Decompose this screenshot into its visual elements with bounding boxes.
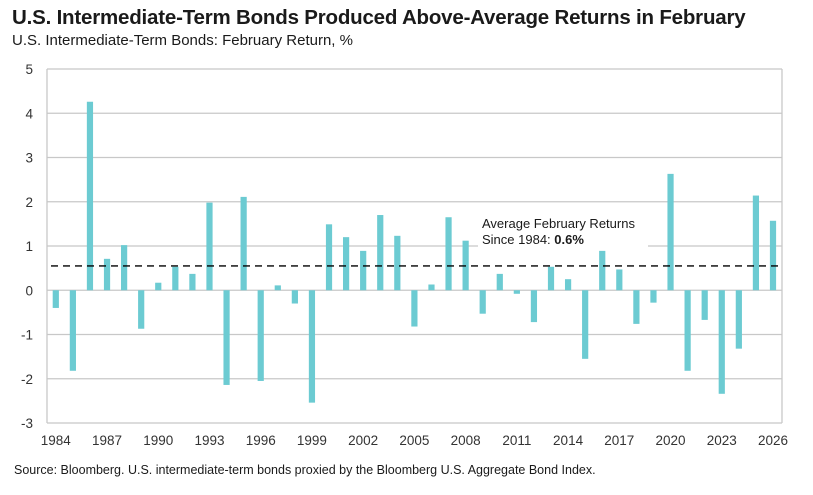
bar-2017	[616, 269, 623, 291]
bar-1985	[69, 290, 76, 371]
bar-2015	[582, 290, 589, 359]
bar-1992	[189, 273, 196, 291]
y-tick-label: -1	[21, 328, 33, 343]
bar-2021	[684, 290, 691, 371]
average-annotation: Average February Returns Since 1984: 0.6…	[478, 212, 648, 248]
bar-2022	[701, 290, 708, 320]
bar-2013	[547, 266, 555, 291]
plot-frame	[46, 68, 783, 424]
bar-2011	[513, 290, 520, 294]
bar-2000	[325, 224, 333, 291]
bar-2003	[377, 215, 384, 291]
bar-1999	[308, 290, 316, 403]
bar-1984	[52, 290, 59, 308]
bar-2002	[360, 250, 367, 291]
bar-1986	[86, 101, 94, 291]
bar-2007	[445, 217, 452, 291]
bar-2025	[752, 195, 760, 291]
annotation-background	[478, 212, 648, 248]
chart-subtitle: U.S. Intermediate-Term Bonds: February R…	[12, 32, 353, 49]
bar-2006	[428, 284, 435, 291]
y-tick-label: 3	[25, 151, 33, 166]
x-tick-label: 2011	[502, 433, 531, 448]
bar-2023	[718, 290, 725, 394]
bar-2004	[394, 235, 401, 291]
bar-2010	[496, 273, 503, 291]
bars	[52, 101, 777, 403]
x-tick-label: 2008	[451, 433, 481, 448]
y-tick-label: 0	[25, 283, 33, 298]
source-note: Source: Bloomberg. U.S. intermediate-ter…	[14, 463, 596, 477]
bar-2001	[342, 237, 350, 291]
y-tick-label: 5	[25, 62, 33, 77]
bar-2019	[650, 290, 657, 303]
bar-2009	[479, 290, 486, 314]
annotation-prefix: Since 1984:	[482, 232, 554, 247]
bar-2020	[667, 173, 674, 291]
bar-1993	[206, 202, 213, 291]
y-tick-label: 1	[25, 239, 33, 254]
y-tick-label: -3	[21, 416, 33, 431]
bar-1996	[257, 290, 264, 381]
bar-1997	[274, 285, 281, 291]
y-axis-ticks: -3 -2 -1 0 1 2 3 4 5	[21, 62, 34, 431]
annotation-value: 0.6%	[554, 232, 584, 247]
bar-1987	[103, 258, 111, 291]
bar-2024	[735, 290, 742, 349]
bar-1988	[121, 245, 128, 291]
bar-1994	[223, 290, 230, 385]
x-axis-ticks: 1984 1987 1990 1993 1996 1999 2002 2005 2008 2011…	[41, 433, 788, 448]
x-tick-label: 1987	[92, 433, 122, 448]
x-tick-label: 1996	[246, 433, 276, 448]
annotation-line-1: Average February Returns	[482, 216, 635, 231]
y-tick-label: -2	[21, 372, 33, 387]
x-tick-label: 2002	[348, 433, 378, 448]
bar-1989	[138, 290, 145, 329]
x-tick-label: 2005	[399, 433, 429, 448]
bar-2014	[564, 279, 572, 291]
x-tick-label: 2026	[758, 433, 788, 448]
bar-1995	[240, 196, 247, 291]
bar-2012	[530, 290, 538, 323]
bar-1998	[291, 290, 298, 304]
x-tick-label: 1984	[41, 433, 72, 448]
gridlines	[47, 112, 782, 380]
bar-2016	[599, 250, 606, 291]
y-tick-label: 4	[25, 106, 33, 121]
x-tick-label: 1993	[194, 433, 224, 448]
x-tick-label: 2023	[707, 433, 737, 448]
x-tick-label: 1990	[143, 433, 173, 448]
x-tick-label: 1999	[297, 433, 327, 448]
x-tick-label: 2017	[604, 433, 634, 448]
bar-1990	[155, 282, 162, 291]
annotation-line-2: Since 1984: 0.6%	[482, 232, 584, 247]
chart-title: U.S. Intermediate-Term Bonds Produced Ab…	[12, 6, 746, 29]
x-tick-label: 2020	[656, 433, 686, 448]
y-tick-label: 2	[25, 195, 33, 210]
bar-2005	[411, 290, 418, 327]
bar-2026	[769, 220, 777, 291]
bar-1991	[172, 266, 179, 291]
x-tick-label: 2014	[553, 433, 584, 448]
bar-2018	[633, 290, 640, 324]
